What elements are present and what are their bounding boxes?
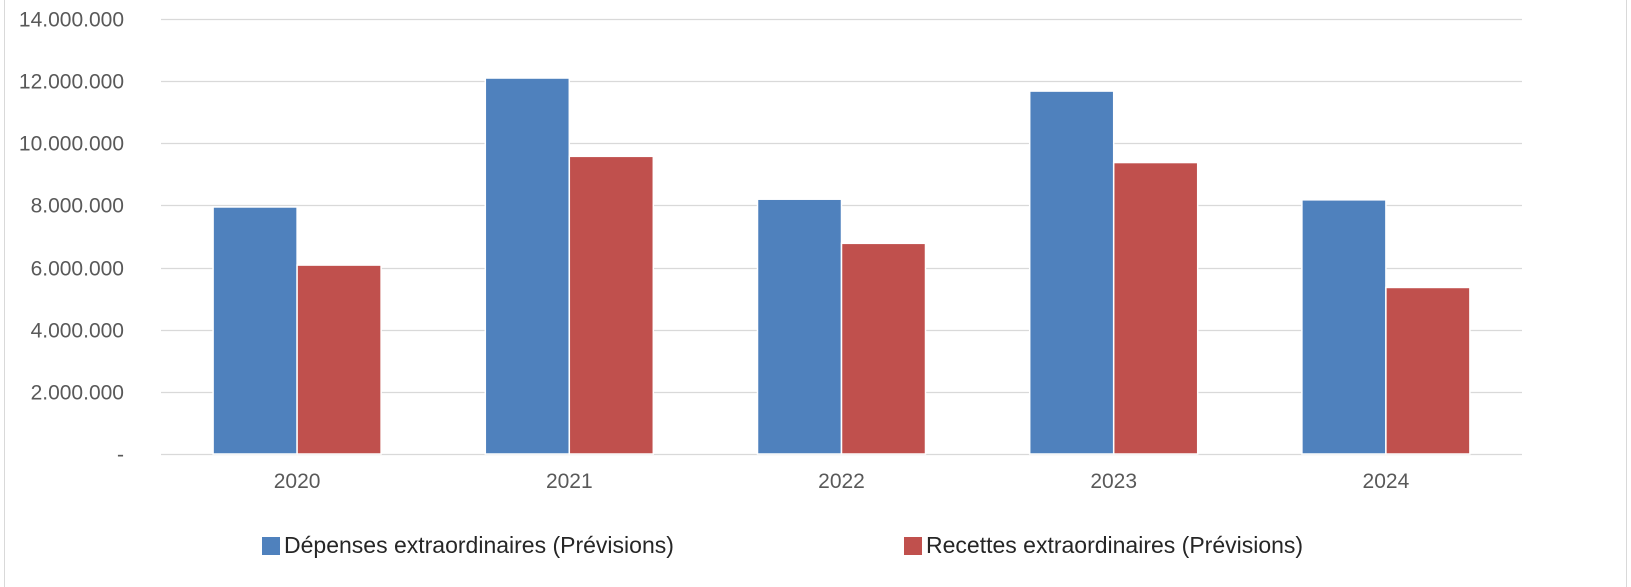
legend-label-depenses: Dépenses extraordinaires (Prévisions) xyxy=(284,532,674,558)
legend-item-depenses: Dépenses extraordinaires (Prévisions) xyxy=(262,532,674,559)
y-tick-label: 12.000.000 xyxy=(19,71,124,94)
chart-legend: Dépenses extraordinaires (Prévisions) Re… xyxy=(0,532,1631,568)
chart-frame-right-border xyxy=(1626,0,1627,587)
x-tick-label: 2022 xyxy=(818,470,865,493)
y-tick-label: 2.000.000 xyxy=(31,382,124,405)
legend-swatch-recettes xyxy=(904,536,922,555)
y-tick-label: 4.000.000 xyxy=(31,320,124,343)
bar-recettes-2022 xyxy=(840,242,927,455)
legend-item-recettes: Recettes extraordinaires (Prévisions) xyxy=(904,532,1303,559)
y-tick-label: - xyxy=(117,444,124,467)
x-tick-label: 2021 xyxy=(546,470,593,493)
y-tick-label: 10.000.000 xyxy=(19,133,124,156)
legend-label-recettes: Recettes extraordinaires (Prévisions) xyxy=(926,532,1304,558)
bar-recettes-2020 xyxy=(296,264,382,455)
x-tick-label: 2020 xyxy=(274,470,321,493)
bar-depenses-2023 xyxy=(1028,90,1115,455)
bar-recettes-2023 xyxy=(1112,161,1199,455)
legend-swatch-depenses xyxy=(262,536,280,555)
bar-depenses-2024 xyxy=(1301,199,1387,455)
bar-depenses-2021 xyxy=(484,77,571,455)
y-tick-label: 8.000.000 xyxy=(31,195,124,218)
bar-recettes-2024 xyxy=(1385,286,1471,455)
bar-depenses-2022 xyxy=(756,198,843,455)
x-tick-label: 2023 xyxy=(1090,470,1137,493)
chart-frame-left-border xyxy=(4,0,5,587)
x-tick-label: 2024 xyxy=(1363,470,1410,493)
bar-recettes-2021 xyxy=(568,155,655,455)
y-tick-label: 14.000.000 xyxy=(19,9,124,32)
y-tick-label: 6.000.000 xyxy=(31,258,124,281)
bar-depenses-2020 xyxy=(212,206,298,455)
